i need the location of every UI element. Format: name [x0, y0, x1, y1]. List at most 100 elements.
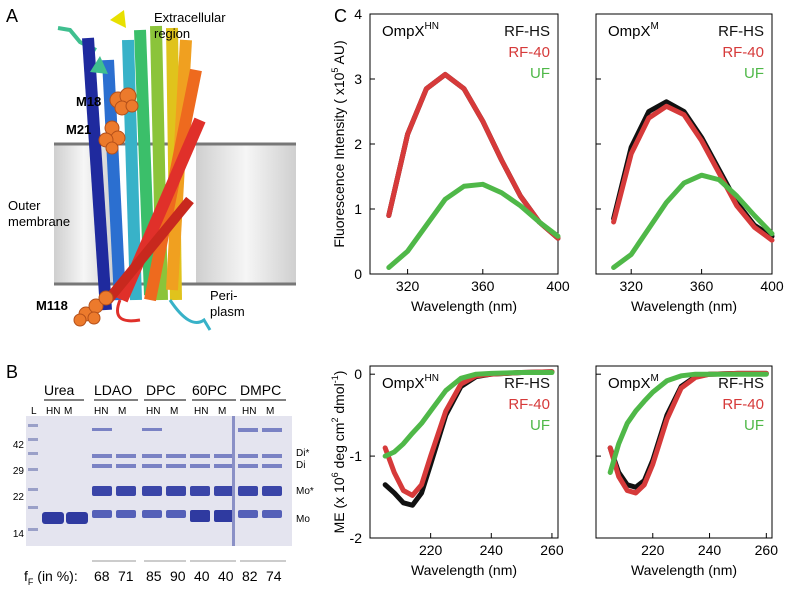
- legend-rf-hs: RF-HS: [718, 23, 764, 40]
- x-tick-label-2: 400: [546, 278, 570, 294]
- y-tick-label-0: 0: [354, 366, 362, 382]
- sds-page-gel: [26, 416, 292, 546]
- lane-label-5: M: [170, 406, 179, 417]
- band-mo: Mo: [296, 514, 310, 525]
- chart-1: 320 360 400 Wavelength (nm) OmpXM RF-HS RF-40 U…: [595, 13, 784, 314]
- x-tick-label-1: 360: [471, 278, 495, 294]
- chart-title: OmpXHN: [382, 21, 439, 40]
- lane-ladder-label: L: [31, 406, 37, 417]
- lane-label-2: HN: [94, 406, 109, 417]
- lane-label-9: M: [266, 406, 275, 417]
- mw-29: 29: [12, 466, 24, 477]
- legend-rf-40: RF-40: [722, 44, 764, 61]
- chart-frame: [369, 365, 559, 539]
- chart-title: OmpXHN: [382, 373, 439, 392]
- ompx-structure-illustration: [54, 10, 296, 331]
- lane-label-4: HN: [146, 406, 161, 417]
- ff-value-2: 85: [146, 568, 162, 584]
- x-tick-label-0: 220: [419, 542, 443, 558]
- y-tick-label-1: -1: [350, 448, 363, 464]
- x-axis-label: Wavelength (nm): [631, 562, 737, 578]
- legend-rf-hs: RF-HS: [504, 23, 550, 40]
- series-uf: [611, 172, 775, 270]
- mw-42: 42: [12, 440, 24, 451]
- condition-dmpc: DMPC: [240, 382, 282, 398]
- condition-ldao: LDAO: [94, 382, 133, 398]
- y-tick-label-1: 1: [354, 201, 362, 217]
- y-tick-label-0: 0: [354, 266, 362, 282]
- series-uf: [607, 371, 769, 475]
- lane-label-3: M: [118, 406, 127, 417]
- x-tick-label-0: 320: [620, 278, 644, 294]
- x-tick-label-0: 320: [396, 278, 420, 294]
- ff-value-6: 82: [242, 568, 258, 584]
- mw-22: 22: [12, 492, 24, 503]
- methionine-spheres: [73, 87, 139, 327]
- membrane-right: [196, 144, 296, 284]
- panel-c-letter: C: [334, 6, 347, 26]
- ff-value-3: 90: [170, 568, 186, 584]
- x-tick-label-1: 240: [480, 542, 504, 558]
- lane-label-8: HN: [242, 406, 257, 417]
- m21-label: M21: [66, 122, 92, 137]
- x-tick-label-0: 220: [641, 542, 665, 558]
- condition-60pc: 60PC: [192, 382, 228, 398]
- series-rf-40: [611, 103, 775, 243]
- band-di: Di: [296, 460, 306, 471]
- condition-urea: Urea: [44, 382, 75, 398]
- y-tick-label-4: 4: [354, 6, 362, 22]
- extracellular-label: Extracellular region: [154, 10, 226, 41]
- x-tick-label-2: 260: [755, 542, 779, 558]
- condition-dpc: DPC: [146, 382, 176, 398]
- chart-0: 320 360 400 0 1 2 3 4 Wavelength (nm) OmpXHN RF-HS…: [330, 6, 570, 314]
- chart-title: OmpXM: [608, 21, 659, 40]
- outer-membrane-label: Outer membrane: [8, 198, 71, 229]
- lane-label-1: M: [64, 406, 73, 417]
- m18-label: M18: [76, 94, 102, 109]
- x-tick-label-1: 240: [698, 542, 722, 558]
- mw-14: 14: [12, 529, 24, 540]
- band-mo-star: Mo*: [296, 486, 314, 497]
- condition-underlines: [44, 399, 286, 401]
- y-axis-label: ME (x 106 deg cm2 dmol-1): [330, 371, 347, 534]
- chart-frame: [595, 365, 773, 539]
- lane-label-6: HN: [194, 406, 209, 417]
- x-tick-label-1: 360: [690, 278, 714, 294]
- ff-underlines: [92, 560, 286, 562]
- m118-label: M118: [36, 298, 68, 313]
- y-tick-label-3: 3: [354, 71, 362, 87]
- panel-b-letter: B: [6, 362, 19, 382]
- ff-value-5: 40: [218, 568, 234, 584]
- legend-rf-40: RF-40: [722, 396, 764, 413]
- y-axis-label: Fluorescence Intensity ( x105 AU): [330, 40, 347, 247]
- series-uf: [382, 370, 555, 459]
- series-uf: [386, 181, 561, 270]
- series-rf-40: [386, 71, 561, 241]
- chart-title: OmpXM: [608, 373, 659, 392]
- legend-uf: UF: [530, 65, 550, 82]
- x-tick-label-2: 260: [540, 542, 564, 558]
- chart-3: 220 240 260 Wavelength (nm) OmpXM RF-HS RF-40 U…: [595, 365, 779, 578]
- ff-value-1: 71: [118, 568, 134, 584]
- legend-uf: UF: [744, 65, 764, 82]
- ff-value-0: 68: [94, 568, 110, 584]
- lane-label-7: M: [218, 406, 227, 417]
- ff-value-7: 74: [266, 568, 282, 584]
- x-tick-label-2: 400: [760, 278, 784, 294]
- x-axis-label: Wavelength (nm): [411, 562, 517, 578]
- legend-rf-hs: RF-HS: [504, 375, 550, 392]
- legend-uf: UF: [530, 417, 550, 434]
- y-tick-label-2: -2: [350, 530, 363, 546]
- legend-rf-40: RF-40: [508, 44, 550, 61]
- x-axis-label: Wavelength (nm): [631, 298, 737, 314]
- x-axis-label: Wavelength (nm): [411, 298, 517, 314]
- legend-uf: UF: [744, 417, 764, 434]
- y-tick-label-2: 2: [354, 136, 362, 152]
- panel-a-letter: A: [6, 6, 19, 26]
- legend-rf-hs: RF-HS: [718, 375, 764, 392]
- lane-label-0: HN: [46, 406, 61, 417]
- ff-label: fF (in %):: [24, 568, 78, 587]
- ff-value-4: 40: [194, 568, 210, 584]
- beta-barrel: [57, 10, 212, 331]
